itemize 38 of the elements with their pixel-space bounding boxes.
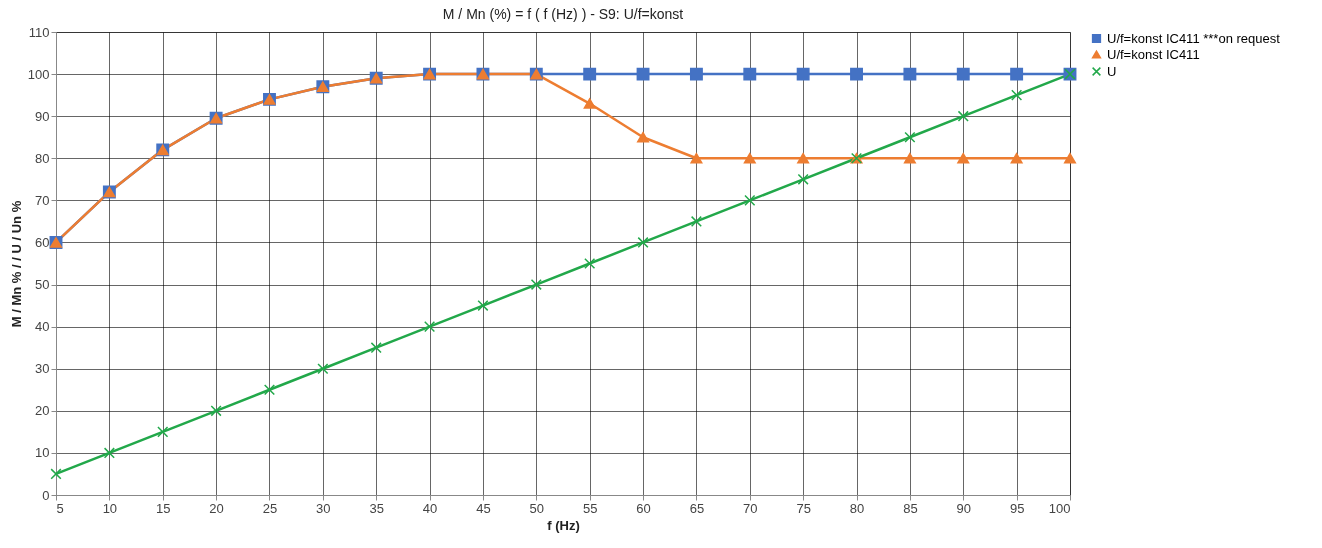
- y-tick-label: 110: [28, 24, 50, 40]
- x-tick-label: 30: [316, 500, 331, 516]
- y-tick-label: 30: [35, 361, 50, 377]
- y-tick-label: 10: [35, 445, 50, 461]
- x-tick-label: 60: [636, 500, 651, 516]
- x-tick-label: 65: [689, 500, 705, 516]
- x-tick-label: 45: [476, 500, 491, 516]
- x-tick-label: 85: [903, 500, 918, 516]
- y-tick-label: 20: [35, 403, 50, 419]
- y-tick-label: 100: [27, 66, 50, 82]
- x-tick-label: 55: [582, 500, 598, 516]
- x-tick-label: 15: [156, 500, 171, 516]
- y-tick-label: 40: [35, 319, 50, 335]
- y-axis-title: M / Mn % / / U / Un %: [8, 200, 24, 328]
- x-tick-label: 40: [422, 500, 438, 516]
- y-tick-label: 0: [42, 487, 50, 503]
- y-tick-label: 70: [35, 192, 50, 208]
- x-tick-label: 50: [529, 500, 545, 516]
- y-tick-label: 90: [35, 108, 50, 124]
- x-axis-title: f (Hz): [547, 517, 580, 533]
- x-tick-label: 25: [262, 500, 278, 516]
- legend-label: U: [1107, 63, 1117, 79]
- x-tick-label: 90: [956, 500, 971, 516]
- x-tick-label: 95: [1009, 500, 1025, 516]
- legend-label: U/f=konst IC411: [1107, 46, 1200, 62]
- x-tick-label: 80: [849, 500, 865, 516]
- y-tick-label: 50: [35, 277, 50, 293]
- chart-title: M / Mn (%) = f ( f (Hz) ) - S9: U/f=konst: [442, 6, 684, 22]
- x-tick-label: 100: [1048, 500, 1071, 516]
- x-tick-label: 35: [369, 500, 384, 516]
- legend-label: U/f=konst IC411 ***on request: [1107, 30, 1281, 46]
- x-tick-label: 20: [209, 500, 224, 516]
- y-tick-label: 80: [35, 150, 50, 166]
- x-tick-label: 10: [102, 500, 118, 516]
- x-tick-label: 75: [796, 500, 811, 516]
- x-tick-label: 70: [743, 500, 758, 516]
- x-tick-label: 5: [56, 500, 64, 516]
- y-tick-label: 60: [35, 234, 50, 250]
